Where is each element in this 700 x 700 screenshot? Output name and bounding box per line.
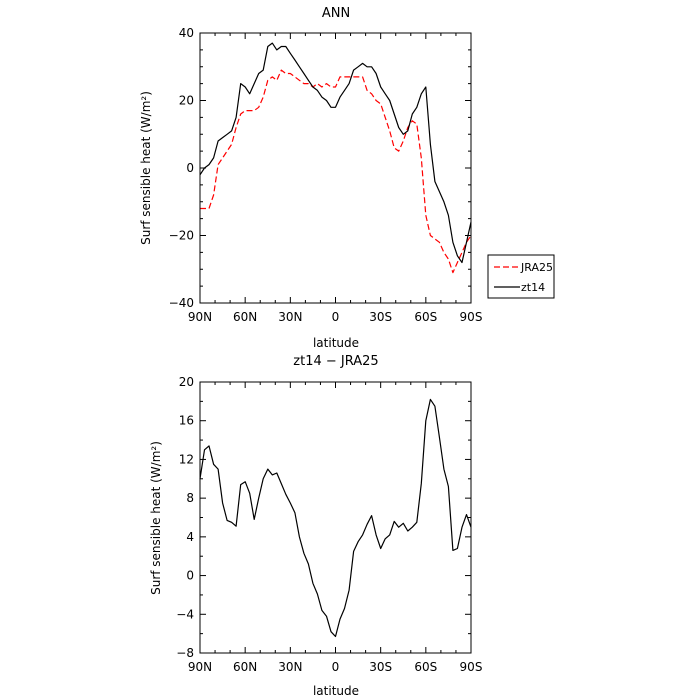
bottom-axes-frame (199, 381, 472, 654)
bottom-x-ticks: 90N 60N 30N 0 30S 60S 90S (188, 382, 483, 674)
top-title: ANN (322, 6, 350, 21)
bottom-title: zt14 − JRA25 (293, 354, 378, 369)
x-tick-label: 60S (414, 660, 437, 674)
y-tick-label: 8 (186, 491, 194, 505)
top-axes-frame (199, 32, 472, 304)
x-tick-label: 60N (233, 660, 257, 674)
top-legend: JRA25 zt14 (487, 254, 555, 299)
bottom-panel: zt14 − JRA25 90N 60N 30N 0 30S 60S 90S 20 16 12 8… (149, 354, 482, 698)
x-tick-label: 90S (460, 310, 483, 324)
y-tick-label: −4 (176, 607, 194, 621)
y-tick-label: 20 (179, 375, 194, 389)
y-tick-label: −20 (169, 229, 194, 243)
y-tick-label: 40 (179, 26, 194, 40)
top-x-ticks: 90N 60N 30N 0 30S 60S 90S (188, 33, 483, 324)
legend-zt14-label: zt14 (521, 281, 545, 294)
top-plot-area (199, 42, 472, 274)
x-tick-label: 30N (278, 660, 302, 674)
x-tick-label: 0 (332, 660, 340, 674)
y-tick-label: 20 (179, 94, 194, 108)
x-tick-label: 60N (233, 310, 257, 324)
x-tick-label: 60S (414, 310, 437, 324)
y-tick-label: 0 (186, 161, 194, 175)
x-tick-label: 30S (369, 310, 392, 324)
bottom-plot-area (199, 398, 472, 638)
legend-box (487, 254, 555, 299)
x-tick-label: 90N (188, 310, 212, 324)
x-tick-label: 90S (460, 660, 483, 674)
y-tick-label: −40 (169, 296, 194, 310)
difference-series-line (199, 398, 472, 638)
bottom-xlabel: latitude (313, 684, 359, 698)
y-tick-label: 0 (186, 569, 194, 583)
top-panel: ANN 90N 60N 30N 0 30S 60S 90S 40 20 0 −20 −40 lati… (139, 6, 555, 350)
y-tick-label: 12 (179, 452, 194, 466)
x-tick-label: 30N (278, 310, 302, 324)
top-y-ticks: 40 20 0 −20 −40 (169, 26, 471, 310)
x-tick-label: 0 (332, 310, 340, 324)
jra25-series-line (200, 69, 472, 274)
bottom-y-ticks: 20 16 12 8 4 0 −4 −8 (176, 375, 471, 660)
zt14-series-line (199, 42, 472, 264)
y-tick-label: −8 (176, 646, 194, 660)
top-ylabel: Surf sensible heat (W/m²) (139, 91, 153, 245)
x-tick-label: 30S (369, 660, 392, 674)
y-tick-label: 16 (179, 414, 194, 428)
bottom-ylabel: Surf sensible heat (W/m²) (149, 441, 163, 595)
top-xlabel: latitude (313, 336, 359, 350)
y-tick-label: 4 (186, 530, 194, 544)
legend-jra25-label: JRA25 (520, 261, 553, 274)
x-tick-label: 90N (188, 660, 212, 674)
